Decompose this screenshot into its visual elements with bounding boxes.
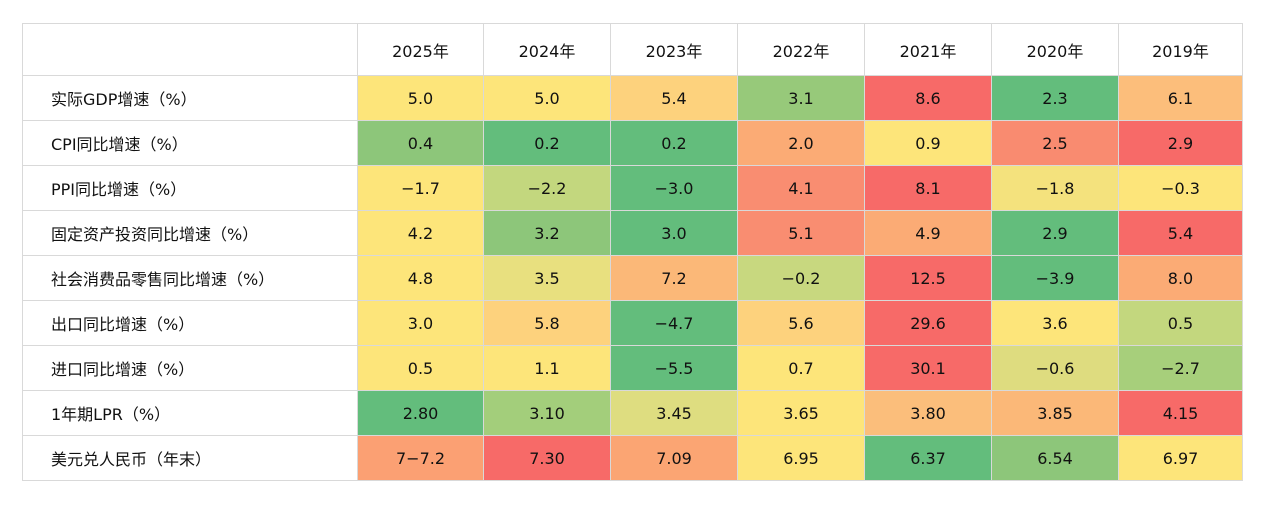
value-cell: 3.6 (991, 300, 1119, 346)
value-cell: 5.0 (483, 75, 611, 121)
row-label: 进口同比增速（%） (22, 345, 358, 391)
value-cell: −2.7 (1118, 345, 1243, 391)
value-cell: 3.0 (610, 210, 738, 256)
col-header: 2019年 (1118, 23, 1243, 76)
value-cell: 0.5 (1118, 300, 1243, 346)
value-cell: −1.7 (357, 165, 484, 211)
value-cell: 4.2 (357, 210, 484, 256)
value-cell: −3.9 (991, 255, 1119, 301)
value-cell: 2.80 (357, 390, 484, 436)
row-label: 1年期LPR（%） (22, 390, 358, 436)
row-label: 实际GDP增速（%） (22, 75, 358, 121)
row-label: 社会消费品零售同比增速（%） (22, 255, 358, 301)
table-row: 社会消费品零售同比增速（%） 4.8 3.5 7.2 −0.2 12.5 −3.9 8.0 (22, 255, 1243, 301)
col-header: 2021年 (864, 23, 992, 76)
value-cell: −0.6 (991, 345, 1119, 391)
value-cell: 8.1 (864, 165, 992, 211)
col-header: 2025年 (357, 23, 484, 76)
header-row: 2025年 2024年 2023年 2022年 2021年 2020年 2019… (22, 23, 1243, 76)
value-cell: −2.2 (483, 165, 611, 211)
row-label: 出口同比增速（%） (22, 300, 358, 346)
table-row: 进口同比增速（%） 0.5 1.1 −5.5 0.7 30.1 −0.6 −2.7 (22, 345, 1243, 391)
value-cell: 7.09 (610, 435, 738, 481)
value-cell: 5.8 (483, 300, 611, 346)
table-row: 实际GDP增速（%） 5.0 5.0 5.4 3.1 8.6 2.3 6.1 (22, 75, 1243, 121)
value-cell: 3.2 (483, 210, 611, 256)
row-label: CPI同比增速（%） (22, 120, 358, 166)
value-cell: 12.5 (864, 255, 992, 301)
value-cell: 6.54 (991, 435, 1119, 481)
value-cell: 4.1 (737, 165, 865, 211)
value-cell: 30.1 (864, 345, 992, 391)
value-cell: 8.6 (864, 75, 992, 121)
value-cell: 5.4 (1118, 210, 1243, 256)
value-cell: 5.0 (357, 75, 484, 121)
value-cell: −5.5 (610, 345, 738, 391)
value-cell: 6.95 (737, 435, 865, 481)
table-row: 出口同比增速（%） 3.0 5.8 −4.7 5.6 29.6 3.6 0.5 (22, 300, 1243, 346)
value-cell: 4.8 (357, 255, 484, 301)
col-header: 2020年 (991, 23, 1119, 76)
value-cell: 6.37 (864, 435, 992, 481)
value-cell: 2.0 (737, 120, 865, 166)
value-cell: 5.1 (737, 210, 865, 256)
value-cell: 4.9 (864, 210, 992, 256)
value-cell: −0.3 (1118, 165, 1243, 211)
value-cell: 6.1 (1118, 75, 1243, 121)
value-cell: 4.15 (1118, 390, 1243, 436)
value-cell: 3.45 (610, 390, 738, 436)
value-cell: 0.2 (610, 120, 738, 166)
value-cell: 7.2 (610, 255, 738, 301)
value-cell: 2.9 (991, 210, 1119, 256)
value-cell: −1.8 (991, 165, 1119, 211)
value-cell: 3.80 (864, 390, 992, 436)
col-header: 2024年 (483, 23, 611, 76)
value-cell: 5.4 (610, 75, 738, 121)
value-cell: 0.4 (357, 120, 484, 166)
value-cell: 2.3 (991, 75, 1119, 121)
value-cell: 1.1 (483, 345, 611, 391)
value-cell: 2.5 (991, 120, 1119, 166)
row-label: 固定资产投资同比增速（%） (22, 210, 358, 256)
table-row: 美元兑人民币（年末） 7−7.2 7.30 7.09 6.95 6.37 6.54 6.97 (22, 435, 1243, 481)
value-cell: 5.6 (737, 300, 865, 346)
value-cell: 3.65 (737, 390, 865, 436)
table-row: 1年期LPR（%） 2.80 3.10 3.45 3.65 3.80 3.85 4.15 (22, 390, 1243, 436)
value-cell: 0.2 (483, 120, 611, 166)
value-cell: 3.1 (737, 75, 865, 121)
data-table: 2025年 2024年 2023年 2022年 2021年 2020年 2019… (22, 23, 1243, 481)
value-cell: 29.6 (864, 300, 992, 346)
value-cell: 7−7.2 (357, 435, 484, 481)
col-header: 2023年 (610, 23, 738, 76)
value-cell: 6.97 (1118, 435, 1243, 481)
value-cell: 7.30 (483, 435, 611, 481)
value-cell: 3.85 (991, 390, 1119, 436)
value-cell: 3.0 (357, 300, 484, 346)
table-row: PPI同比增速（%） −1.7 −2.2 −3.0 4.1 8.1 −1.8 −0.3 (22, 165, 1243, 211)
value-cell: −4.7 (610, 300, 738, 346)
value-cell: 8.0 (1118, 255, 1243, 301)
value-cell: 0.5 (357, 345, 484, 391)
row-label: PPI同比增速（%） (22, 165, 358, 211)
table-row: 固定资产投资同比增速（%） 4.2 3.2 3.0 5.1 4.9 2.9 5.4 (22, 210, 1243, 256)
row-label: 美元兑人民币（年末） (22, 435, 358, 481)
value-cell: 0.9 (864, 120, 992, 166)
value-cell: 0.7 (737, 345, 865, 391)
value-cell: 3.5 (483, 255, 611, 301)
value-cell: 3.10 (483, 390, 611, 436)
value-cell: 2.9 (1118, 120, 1243, 166)
table-row: CPI同比增速（%） 0.4 0.2 0.2 2.0 0.9 2.5 2.9 (22, 120, 1243, 166)
corner-cell (22, 23, 358, 76)
col-header: 2022年 (737, 23, 865, 76)
value-cell: −0.2 (737, 255, 865, 301)
table-body: 实际GDP增速（%） 5.0 5.0 5.4 3.1 8.6 2.3 6.1 CPI同比增速（%… (22, 75, 1243, 481)
value-cell: −3.0 (610, 165, 738, 211)
